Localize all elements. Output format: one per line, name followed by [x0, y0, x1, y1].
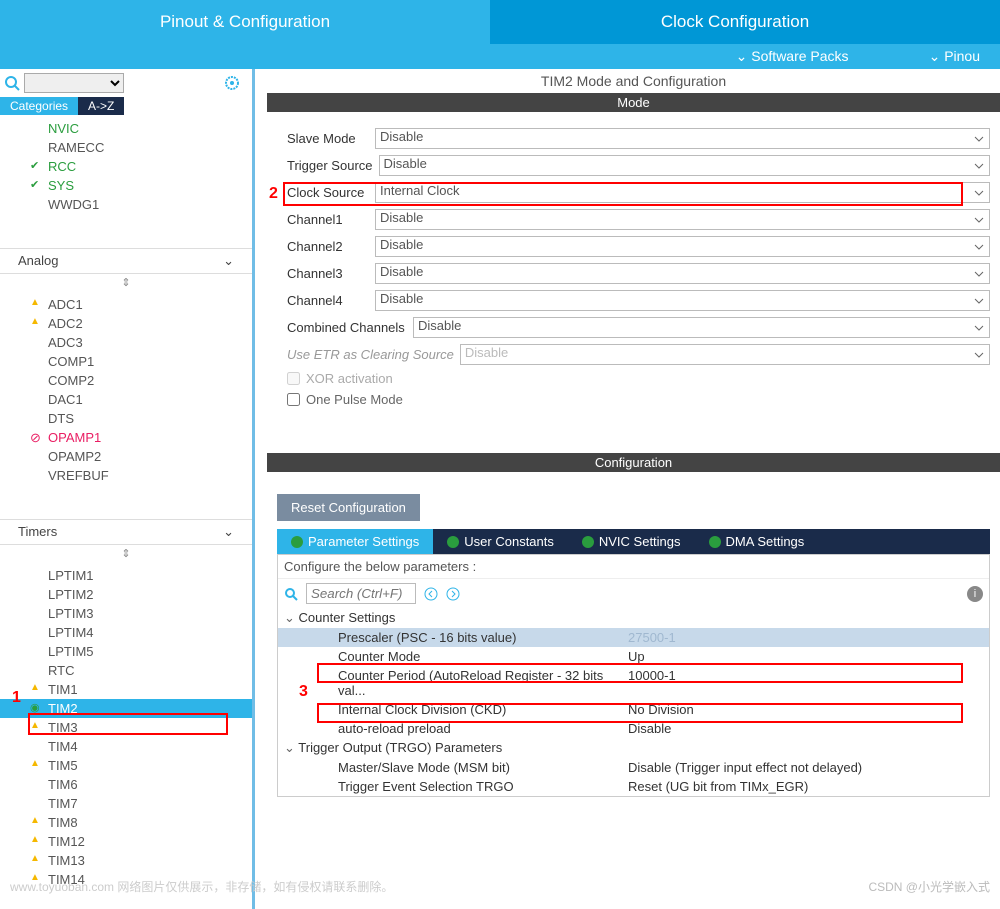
- xor-checkbox: [287, 372, 300, 385]
- channel1-label: Channel1: [287, 212, 369, 227]
- tree-tim4[interactable]: TIM4: [0, 737, 252, 756]
- next-icon[interactable]: [446, 587, 460, 601]
- search-icon: [4, 75, 20, 91]
- info-icon[interactable]: i: [967, 586, 983, 602]
- tab-parameter-settings[interactable]: Parameter Settings: [277, 529, 433, 554]
- annotation-2: 2: [269, 185, 278, 203]
- counter-settings-group[interactable]: Counter Settings: [278, 608, 989, 628]
- tree-adc2[interactable]: ADC2: [0, 314, 252, 333]
- mode-header: Mode: [267, 93, 1000, 112]
- param-trgo[interactable]: Trigger Event Selection TRGOReset (UG bi…: [278, 777, 989, 796]
- pinout-link[interactable]: Pinou: [929, 48, 980, 65]
- param-prescaler[interactable]: Prescaler (PSC - 16 bits value)27500-1: [278, 628, 989, 647]
- tree-rcc[interactable]: RCC: [0, 157, 252, 176]
- config-hint: Configure the below parameters :: [278, 555, 989, 579]
- watermark-right: CSDN @小光学嵌入式: [868, 878, 990, 895]
- tree-lptim5[interactable]: LPTIM5: [0, 642, 252, 661]
- trigger-source-label: Trigger Source: [287, 158, 373, 173]
- param-counter-mode[interactable]: Counter ModeUp: [278, 647, 989, 666]
- annotation-3: 3: [299, 683, 308, 701]
- slave-mode-label: Slave Mode: [287, 131, 369, 146]
- param-preload[interactable]: auto-reload preloadDisable: [278, 719, 989, 738]
- tree-tim2[interactable]: TIM2: [0, 699, 252, 718]
- channel3-label: Channel3: [287, 266, 369, 281]
- tree-comp2[interactable]: COMP2: [0, 371, 252, 390]
- section-timers[interactable]: Timers⌄: [0, 519, 252, 545]
- onepulse-label: One Pulse Mode: [306, 392, 403, 407]
- panel-title: TIM2 Mode and Configuration: [267, 69, 1000, 93]
- channel2-label: Channel2: [287, 239, 369, 254]
- tree-vrefbuf[interactable]: VREFBUF: [0, 466, 252, 485]
- param-counter-period[interactable]: Counter Period (AutoReload Register - 32…: [278, 666, 989, 700]
- tree-wwdg[interactable]: WWDG1: [0, 195, 252, 214]
- param-msm[interactable]: Master/Slave Mode (MSM bit)Disable (Trig…: [278, 758, 989, 777]
- section-analog[interactable]: Analog⌄: [0, 248, 252, 274]
- tab-clock[interactable]: Clock Configuration: [490, 0, 980, 44]
- etr-select: Disable: [460, 344, 990, 365]
- tree-dts[interactable]: DTS: [0, 409, 252, 428]
- channel2-select[interactable]: Disable: [375, 236, 990, 257]
- channel1-select[interactable]: Disable: [375, 209, 990, 230]
- software-packs-link[interactable]: Software Packs: [736, 48, 849, 65]
- tree-tim8[interactable]: TIM8: [0, 813, 252, 832]
- tree-lptim2[interactable]: LPTIM2: [0, 585, 252, 604]
- combined-label: Combined Channels: [287, 320, 407, 335]
- tree-lptim3[interactable]: LPTIM3: [0, 604, 252, 623]
- tree-tim3[interactable]: TIM3: [0, 718, 252, 737]
- config-header: Configuration: [267, 453, 1000, 472]
- etr-label: Use ETR as Clearing Source: [287, 347, 454, 362]
- tree-lptim4[interactable]: LPTIM4: [0, 623, 252, 642]
- sort-icon[interactable]: ⇕: [0, 545, 252, 562]
- tree-adc1[interactable]: ADC1: [0, 295, 252, 314]
- prev-icon[interactable]: [424, 587, 438, 601]
- slave-mode-select[interactable]: Disable: [375, 128, 990, 149]
- combined-select[interactable]: Disable: [413, 317, 990, 338]
- tree-opamp1[interactable]: OPAMP1: [0, 428, 252, 447]
- tab-az[interactable]: A->Z: [78, 97, 124, 115]
- annotation-1: 1: [12, 689, 21, 707]
- gear-icon[interactable]: [224, 75, 240, 91]
- reset-button[interactable]: Reset Configuration: [277, 494, 420, 521]
- watermark-left: www.toyuoban.com 网络图片仅供展示，非存储，如有侵权请联系删除。: [10, 878, 393, 895]
- search-select[interactable]: [24, 73, 124, 93]
- clock-source-select[interactable]: Internal Clock: [375, 182, 990, 203]
- tree-tim13[interactable]: TIM13: [0, 851, 252, 870]
- tree-tim5[interactable]: TIM5: [0, 756, 252, 775]
- tree-nvic[interactable]: NVIC: [0, 119, 252, 138]
- tab-nvic-settings[interactable]: NVIC Settings: [568, 529, 695, 554]
- param-search-input[interactable]: [306, 583, 416, 604]
- trgo-group[interactable]: Trigger Output (TRGO) Parameters: [278, 738, 989, 758]
- clock-source-label: Clock Source: [287, 185, 369, 200]
- tree-comp1[interactable]: COMP1: [0, 352, 252, 371]
- tree-tim12[interactable]: TIM12: [0, 832, 252, 851]
- channel4-select[interactable]: Disable: [375, 290, 990, 311]
- tree-adc3[interactable]: ADC3: [0, 333, 252, 352]
- search-icon[interactable]: [284, 587, 298, 601]
- tab-user-constants[interactable]: User Constants: [433, 529, 568, 554]
- param-ckd[interactable]: Internal Clock Division (CKD)No Division: [278, 700, 989, 719]
- channel4-label: Channel4: [287, 293, 369, 308]
- onepulse-checkbox[interactable]: [287, 393, 300, 406]
- tree-lptim1[interactable]: LPTIM1: [0, 566, 252, 585]
- tab-dma-settings[interactable]: DMA Settings: [695, 529, 819, 554]
- tree-sys[interactable]: SYS: [0, 176, 252, 195]
- xor-label: XOR activation: [306, 371, 393, 386]
- tree-ramecc[interactable]: RAMECC: [0, 138, 252, 157]
- channel3-select[interactable]: Disable: [375, 263, 990, 284]
- tree-rtc[interactable]: RTC: [0, 661, 252, 680]
- trigger-source-select[interactable]: Disable: [379, 155, 991, 176]
- tree-tim1[interactable]: TIM1: [0, 680, 252, 699]
- tree-opamp2[interactable]: OPAMP2: [0, 447, 252, 466]
- tree-tim6[interactable]: TIM6: [0, 775, 252, 794]
- tab-categories[interactable]: Categories: [0, 97, 78, 115]
- tree-dac1[interactable]: DAC1: [0, 390, 252, 409]
- tree-tim7[interactable]: TIM7: [0, 794, 252, 813]
- sort-icon[interactable]: ⇕: [0, 274, 252, 291]
- tab-pinout[interactable]: Pinout & Configuration: [0, 0, 490, 44]
